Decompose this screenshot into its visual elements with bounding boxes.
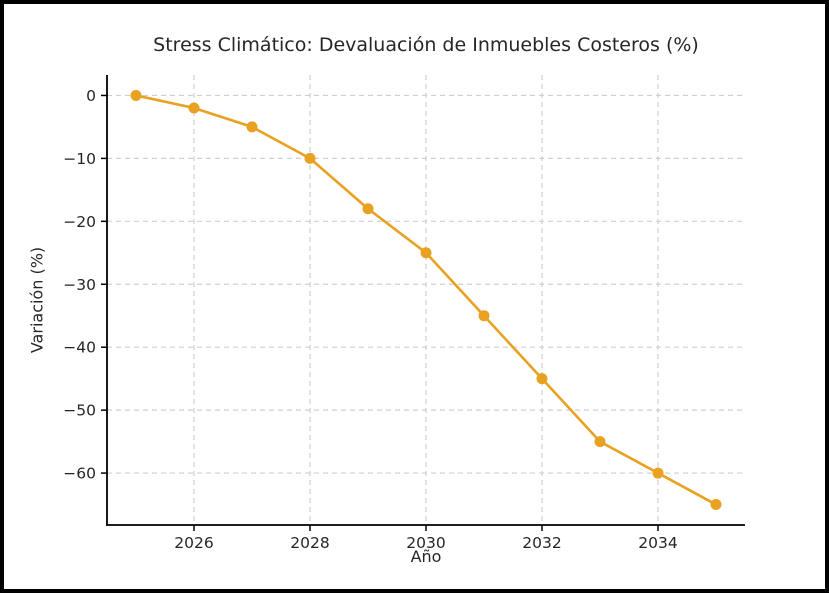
x-axis-label: Año [410,547,442,566]
y-tick-label: −50 [63,402,96,420]
x-tick-label: 2034 [638,534,677,552]
data-point [362,203,374,215]
chart-title: Stress Climático: Devaluación de Inmuebl… [153,34,699,56]
y-tick-label: −20 [63,213,96,231]
data-point [188,102,200,114]
y-tick-label: −10 [63,150,96,168]
data-point [246,121,258,133]
figure: Stress Climático: Devaluación de Inmuebl… [4,4,825,589]
y-tick-label: −60 [63,465,96,483]
data-point [594,436,606,448]
x-tick-label: 2030 [406,534,445,552]
data-point [304,152,316,164]
data-point [478,310,490,322]
data-point [536,373,548,385]
x-tick-label: 2032 [522,534,561,552]
x-tick-label: 2028 [290,534,329,552]
data-point [130,89,142,101]
y-tick-label: 0 [86,87,96,105]
data-point [710,499,722,511]
x-tick-label: 2026 [174,534,213,552]
data-point [652,467,664,479]
y-tick-label: −40 [63,339,96,357]
y-tick-label: −30 [63,276,96,294]
chart-canvas: 2026 2028 2030 2032 2034 0 −10 −20 −30 −40 −50 −60 [63,75,745,552]
data-point [420,247,432,259]
